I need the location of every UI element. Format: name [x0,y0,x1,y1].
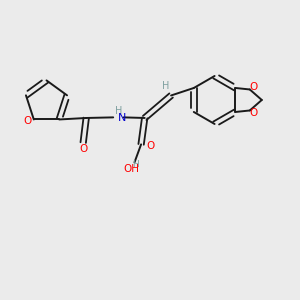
Text: O: O [249,108,257,118]
Text: H: H [162,82,169,92]
Text: N: N [118,113,126,123]
Text: O: O [249,82,257,92]
Text: H: H [132,160,139,169]
Text: OH: OH [124,164,140,174]
Text: H: H [115,106,122,116]
Text: O: O [23,116,31,126]
Text: O: O [79,144,87,154]
Text: O: O [147,141,155,151]
